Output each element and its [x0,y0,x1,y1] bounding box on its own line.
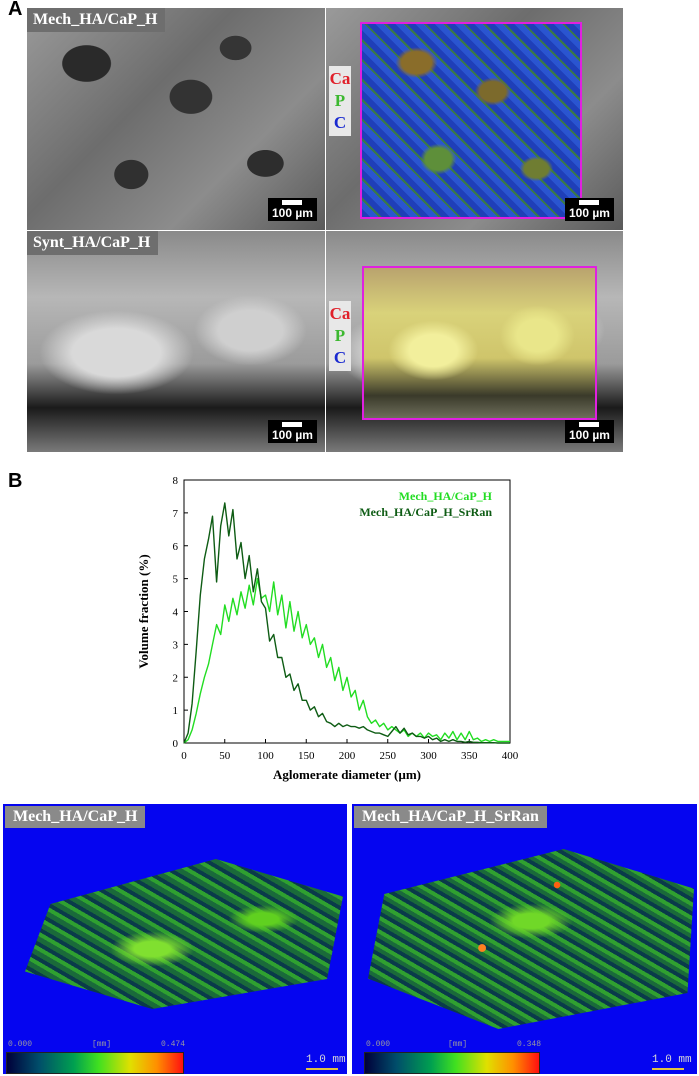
element-legend-synt: Ca P C [329,301,351,371]
colorbar-max-mech: 0.474 [161,1040,186,1049]
colorbar-min-mech: 0.000 [8,1040,33,1049]
x-tick-label: 0 [181,750,187,762]
volume-fraction-chart: 0 50 100 150 200 250 300 350 400 0 1 2 3 4 5 6 7 8 Aglomer… [136,475,519,782]
x-tick-label: 250 [380,750,397,762]
legend-entry-2: Mech_HA/CaP_H_SrRan [359,505,492,519]
roi-box-synt [362,266,597,420]
x-tick-label: 200 [339,750,356,762]
element-legend-mech: Ca P C [329,66,351,136]
render-volume-srran [368,849,694,1029]
scale-bar-synt-right: 100 µm [565,420,614,443]
x-tick-label: 50 [219,750,231,762]
x-tick-label: 100 [257,750,274,762]
colorbar-unit-srran: [mm] [448,1040,468,1049]
colorbar-mech [6,1052,184,1074]
element-c-label: C [333,348,347,367]
colorbar-min-srran: 0.000 [366,1040,391,1049]
scale-bar-synt-left: 100 µm [268,420,317,443]
scale-bar-mech-left: 100 µm [268,198,317,221]
legend-entry-1: Mech_HA/CaP_H [399,489,493,503]
y-tick-label: 0 [173,738,179,750]
colorbar-max-srran: 0.348 [517,1040,542,1049]
y-tick-label: 2 [173,672,179,684]
element-ca-label: Ca [329,69,351,88]
element-c-label: C [333,113,347,132]
eds-map-overlay-mech [362,24,580,217]
sem-image-synt-left [27,231,325,452]
plot-frame [183,479,511,744]
render-srran [352,804,697,1074]
y-axis-label: Volume fraction (%) [136,554,151,668]
x-tick-label: 150 [298,750,315,762]
series-line-2 [183,502,510,744]
element-p-label: P [334,91,346,110]
colorbar-srran [364,1052,540,1074]
x-tick-label: 350 [461,750,478,762]
y-tick-label: 6 [173,541,179,553]
render-label-mech: Mech_HA/CaP_H [5,806,146,828]
scale-label-srran: 1.0 mm [652,1054,692,1066]
y-tick-label: 4 [173,607,179,619]
y-tick-label: 1 [173,705,179,717]
x-tick-label: 400 [502,750,519,762]
y-tick-label: 8 [173,475,179,487]
panel-letter-a: A [8,0,23,20]
element-p-label: P [334,326,346,345]
render-mech [3,804,347,1074]
element-ca-label: Ca [329,304,351,323]
x-tick-label: 300 [420,750,437,762]
colorbar-unit-mech: [mm] [92,1040,112,1049]
series-line-1 [183,577,510,744]
y-tick-label: 7 [173,508,179,520]
y-tick-label: 3 [173,639,179,651]
roi-box-mech [360,22,582,219]
eds-map-overlay-synt [364,268,595,418]
sem-label-mech: Mech_HA/CaP_H [27,8,166,32]
render-label-srran: Mech_HA/CaP_H_SrRan [354,806,547,828]
x-axis-label: Aglomerate diameter (µm) [273,767,421,782]
scale-bar-mech-right: 100 µm [565,198,614,221]
scale-bar-render-srran [652,1068,684,1070]
scale-label-mech: 1.0 mm [306,1054,346,1066]
render-volume-mech [25,859,343,1009]
panel-letter-b: B [8,470,23,492]
y-tick-label: 5 [173,574,179,586]
scale-bar-render-mech [306,1068,338,1070]
sem-image-mech-left [27,8,325,230]
sem-label-synt: Synt_HA/CaP_H [27,231,159,255]
